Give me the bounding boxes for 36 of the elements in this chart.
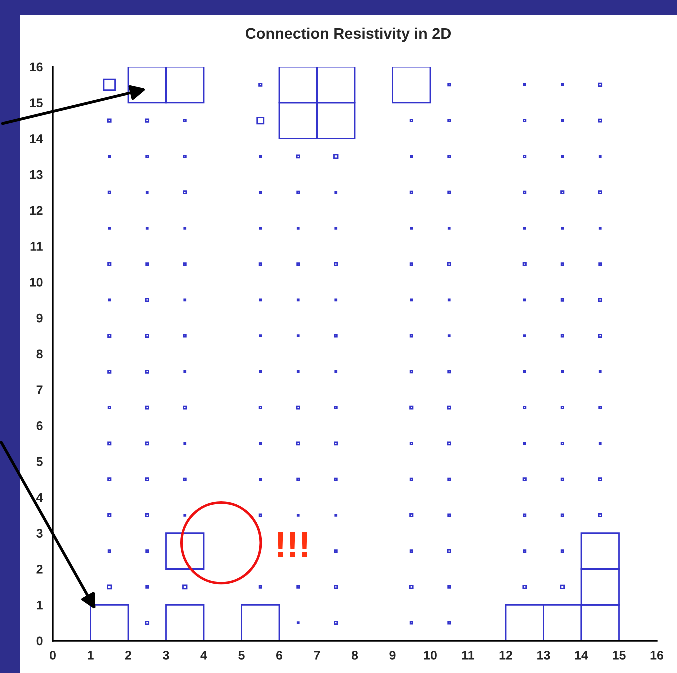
y-tick-label: 12 [30,206,43,216]
x-tick-label: 6 [276,651,283,660]
x-tick-label: 11 [462,651,475,660]
y-tick-label: 0 [36,636,43,646]
y-tick-label: 11 [30,242,43,251]
y-tick-label: 8 [36,350,43,359]
x-tick-label: 2 [125,651,132,660]
x-tick-label: 14 [575,651,588,660]
chart-title: Connection Resistivity in 2D [246,28,452,42]
x-tick-label: 15 [613,651,626,660]
x-tick-label: 16 [650,651,664,660]
y-tick-label: 7 [36,386,43,394]
y-tick-label: 3 [36,529,43,538]
x-tick-label: 13 [538,651,550,660]
y-tick-label: 6 [36,422,43,430]
y-tick-label: 16 [30,62,43,72]
x-tick-label: 0 [50,651,56,660]
y-tick-label: 10 [30,278,43,287]
x-tick-label: 9 [390,651,396,660]
x-tick-label: 8 [352,651,358,660]
y-tick-label: 2 [36,565,43,574]
y-tick-label: 15 [30,98,43,108]
x-tick-label: 1 [88,651,94,660]
y-tick-label: 1 [37,601,43,610]
x-tick-label: 4 [200,651,208,660]
x-tick-label: 3 [163,651,170,660]
y-tick-label: 9 [36,314,43,323]
y-tick-label: 14 [30,134,44,144]
x-tick-label: 12 [500,651,512,660]
annotation: !!! [278,532,308,558]
x-tick-label: 5 [238,651,245,660]
x-tick-label: 10 [424,651,437,660]
x-tick-label: 7 [314,651,320,660]
y-tick-label: 4 [36,493,44,502]
y-tick-label: 5 [36,458,43,466]
y-tick-label: 13 [30,170,43,180]
